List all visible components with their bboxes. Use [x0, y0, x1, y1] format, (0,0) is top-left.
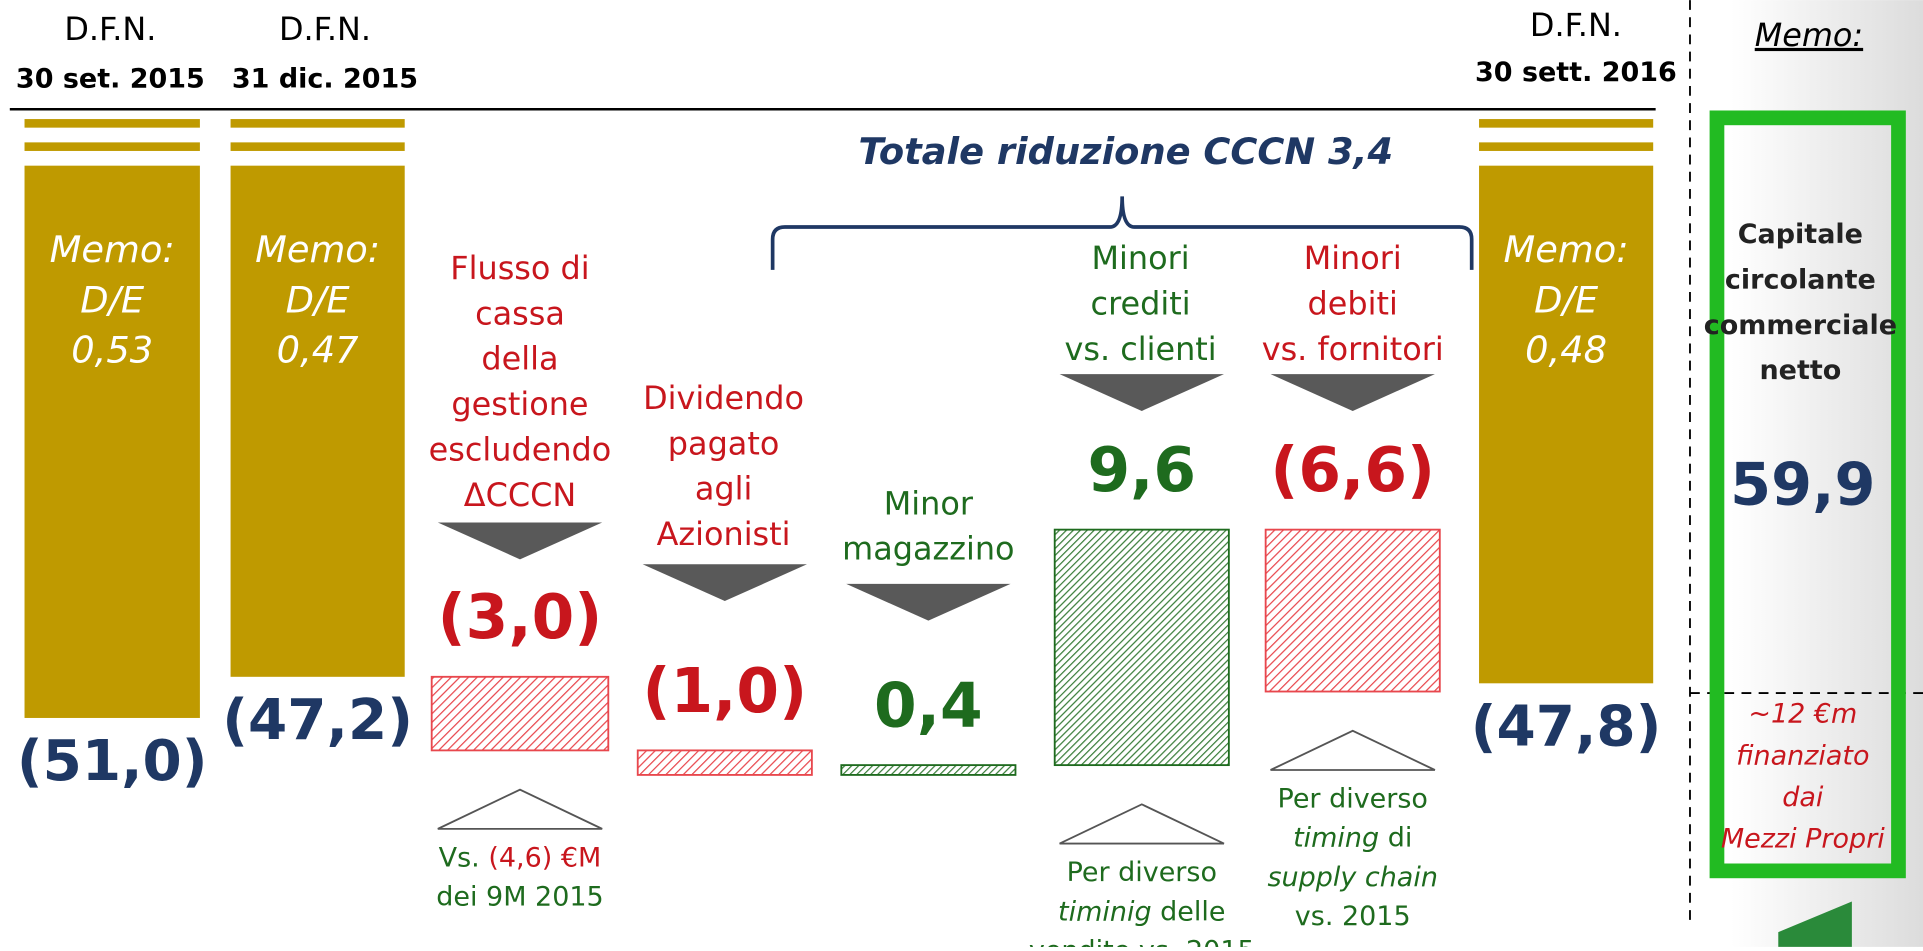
- value-label: 9,6: [1087, 435, 1196, 506]
- pointer-outline: [1270, 729, 1436, 771]
- category-label: pagato: [668, 424, 780, 462]
- bar: [430, 675, 610, 752]
- category-label: debiti: [1308, 284, 1398, 322]
- category-label: vs. fornitori: [1262, 330, 1444, 368]
- note-part: delle: [1152, 896, 1226, 927]
- bar: [1053, 528, 1230, 767]
- value-label: (47,8): [1471, 695, 1662, 760]
- stripe: [24, 119, 200, 128]
- bar: [1479, 165, 1654, 684]
- category-label: D.F.N.: [64, 10, 156, 48]
- note-part: Per diverso: [1278, 783, 1428, 814]
- note: supply chain: [1267, 861, 1437, 892]
- pointer-outline: [1059, 803, 1225, 845]
- note: Per diverso: [1067, 857, 1217, 888]
- category-label: Azionisti: [657, 515, 791, 553]
- category-label: cassa: [475, 294, 565, 332]
- pointer: [1270, 374, 1435, 411]
- memo-label: circolante: [1725, 264, 1876, 295]
- category-label: ΔCCCN: [464, 476, 576, 514]
- stripe: [1479, 119, 1654, 128]
- stripe: [230, 142, 405, 151]
- note-part: vendite vs. 2015: [1029, 935, 1255, 947]
- memo-footnote: ~12 €m: [1748, 699, 1857, 730]
- bar-note: D/E: [286, 278, 351, 321]
- note: vendite vs. 2015: [1029, 935, 1255, 947]
- note-part: timinig: [1058, 896, 1152, 927]
- bar-note: D/E: [1534, 278, 1599, 321]
- category-label: D.F.N.: [279, 10, 371, 48]
- note-part: dei 9M 2015: [436, 881, 603, 912]
- category-label: Minori: [1304, 239, 1402, 277]
- pointer: [846, 583, 1011, 621]
- note-part: vs. 2015: [1295, 901, 1411, 932]
- logo: [1778, 901, 1852, 947]
- annotation: Totale riduzione CCCN 3,4: [859, 130, 1394, 173]
- category-label: escludendo: [429, 430, 612, 468]
- pointer: [1059, 374, 1224, 411]
- note: timing di: [1293, 822, 1412, 853]
- bar-note: 0,47: [277, 329, 359, 372]
- category-label: vs. clienti: [1064, 330, 1216, 368]
- note: vs. 2015: [1295, 901, 1411, 932]
- bar-note: 0,53: [71, 329, 153, 372]
- category-label: D.F.N.: [1530, 6, 1622, 44]
- bar-note: Memo:: [255, 228, 380, 271]
- bar-note: 0,48: [1525, 329, 1607, 372]
- category-label: Minori: [1092, 239, 1190, 277]
- category-label: gestione: [451, 385, 588, 423]
- note: timinig delle: [1058, 896, 1225, 927]
- value-label: (1,0): [642, 656, 807, 727]
- pointer: [437, 522, 603, 560]
- category-label: 30 set. 2015: [16, 63, 205, 94]
- category-label: 31 dic. 2015: [232, 63, 418, 94]
- note: Per diverso: [1278, 783, 1428, 814]
- note-part: Per diverso: [1067, 857, 1217, 888]
- pointer: [642, 564, 807, 602]
- stripe: [24, 142, 200, 151]
- category-label: agli: [695, 470, 752, 508]
- bar: [840, 764, 1017, 776]
- memo-footnote: dai: [1782, 782, 1824, 813]
- pointer-outline: [437, 788, 603, 830]
- value-label: (6,6): [1270, 435, 1435, 506]
- bar: [1264, 528, 1441, 693]
- category-label: crediti: [1091, 284, 1191, 322]
- stripe: [1479, 142, 1654, 151]
- value-label: (47,2): [222, 688, 413, 753]
- category-label: Flusso di: [450, 249, 589, 287]
- memo-title: Memo:: [1755, 16, 1863, 54]
- note: dei 9M 2015: [436, 881, 603, 912]
- note-part: di: [1379, 822, 1412, 853]
- memo-box: [1709, 110, 1906, 879]
- value-label: (3,0): [438, 582, 603, 653]
- category-label: Minor: [884, 484, 974, 522]
- memo-label: commerciale: [1704, 310, 1897, 341]
- stripe: [230, 119, 405, 128]
- note-part: (4,6) €M: [488, 842, 601, 873]
- bar: [24, 165, 200, 718]
- memo-label: Capitale: [1738, 219, 1863, 250]
- brace: [770, 196, 1474, 270]
- note: Vs. (4,6) €M: [439, 842, 602, 873]
- category-label: magazzino: [842, 530, 1014, 568]
- memo-label: netto: [1759, 355, 1841, 386]
- memo-value: 59,9: [1730, 449, 1875, 518]
- value-label: (51,0): [17, 729, 208, 794]
- category-label: della: [481, 340, 558, 378]
- value-label: 0,4: [874, 671, 983, 742]
- note-part: supply chain: [1267, 861, 1437, 892]
- category-label: Dividendo: [643, 379, 804, 417]
- bar-note: D/E: [80, 278, 145, 321]
- bar-note: Memo:: [50, 228, 175, 271]
- note-part: Vs.: [439, 842, 489, 873]
- bar-note: Memo:: [1504, 228, 1629, 271]
- bar: [230, 165, 405, 677]
- note-part: timing: [1293, 822, 1379, 853]
- memo-footnote: finanziato: [1736, 740, 1869, 771]
- bar: [636, 749, 813, 776]
- memo-footnote: Mezzi Propri: [1721, 824, 1885, 855]
- category-label: 30 sett. 2016: [1475, 57, 1677, 88]
